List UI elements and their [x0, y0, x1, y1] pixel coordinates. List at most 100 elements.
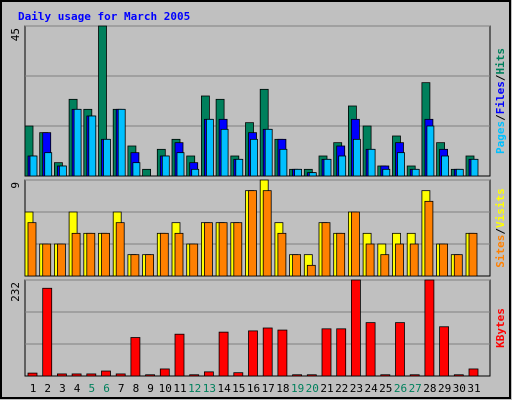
bar: [468, 368, 479, 377]
bar: [161, 155, 170, 177]
bar: [306, 264, 316, 277]
x-tick-label: 24: [364, 382, 378, 395]
bar: [294, 168, 303, 177]
legend-entry: Visits: [494, 188, 507, 228]
chart-title: Daily usage for March 2005: [18, 10, 190, 23]
x-tick-label: 10: [159, 382, 172, 395]
x-tick-label: 27: [409, 382, 422, 395]
bar: [71, 373, 82, 377]
bar: [409, 374, 420, 377]
x-tick-label: 23: [350, 382, 363, 395]
bar: [336, 232, 346, 277]
bar: [218, 222, 228, 277]
legend-entry: Pages: [494, 121, 507, 154]
bar: [382, 168, 391, 177]
bar: [130, 254, 140, 277]
bar: [189, 374, 200, 377]
bar: [235, 158, 244, 177]
bar: [409, 243, 419, 277]
bar: [220, 128, 229, 177]
bar: [306, 374, 317, 377]
bar: [142, 168, 152, 177]
x-tick-label: 13: [203, 382, 216, 395]
bar: [439, 326, 450, 377]
bar: [470, 158, 479, 177]
bar: [115, 222, 125, 277]
bar: [203, 222, 213, 277]
bar: [103, 138, 111, 177]
bar: [277, 232, 287, 277]
x-tick-label: 5: [88, 382, 95, 395]
bar: [101, 370, 111, 377]
legend-entry: Files: [494, 81, 507, 114]
bar: [453, 374, 464, 377]
bar: [29, 155, 38, 177]
legend: Pages/Files/Hits: [494, 48, 507, 154]
bar: [321, 328, 332, 377]
bar: [42, 287, 53, 377]
bar: [395, 243, 404, 277]
bar: [424, 279, 435, 377]
bar: [468, 232, 478, 277]
bar: [264, 128, 273, 177]
bar: [233, 222, 243, 277]
bar: [73, 108, 82, 177]
x-tick-label: 31: [467, 382, 480, 395]
bar: [233, 372, 244, 377]
bar: [453, 254, 463, 277]
y-tick-label: 232: [9, 282, 22, 302]
bar: [397, 152, 405, 177]
x-tick-label: 19: [291, 382, 304, 395]
x-tick-label: 3: [59, 382, 66, 395]
x-tick-label: 9: [147, 382, 154, 395]
bar: [455, 168, 464, 177]
bar: [277, 329, 288, 377]
x-tick-label: 20: [306, 382, 319, 395]
bar: [323, 158, 332, 177]
bar: [159, 232, 169, 277]
bar: [380, 374, 391, 377]
bar: [426, 125, 435, 177]
bar: [27, 222, 37, 277]
bar: [176, 152, 185, 177]
bar: [145, 254, 155, 277]
bar: [365, 322, 376, 377]
bar: [159, 368, 170, 377]
legend-entry: KBytes: [494, 308, 507, 348]
x-tick-label: 11: [173, 382, 186, 395]
x-tick-label: 8: [133, 382, 140, 395]
x-tick-label: 26: [394, 382, 407, 395]
bar: [279, 148, 288, 177]
bar: [411, 168, 420, 177]
x-tick-label: 4: [74, 382, 81, 395]
bar: [395, 322, 405, 377]
x-tick-label: 17: [262, 382, 275, 395]
bar: [380, 254, 390, 277]
x-tick-label: 29: [438, 382, 451, 395]
legend-separator: /: [494, 228, 507, 235]
x-tick-label: 12: [188, 382, 201, 395]
x-tick-label: 7: [118, 382, 125, 395]
bar: [441, 155, 450, 177]
legend-entry: Sites: [494, 235, 507, 268]
legend-entry: Hits: [494, 48, 507, 75]
x-tick-label: 2: [44, 382, 51, 395]
x-tick-label: 22: [335, 382, 348, 395]
bar: [292, 254, 302, 277]
bar: [117, 108, 126, 177]
bar: [27, 372, 38, 377]
bar: [88, 115, 97, 177]
legend-separator: /: [494, 74, 507, 81]
bar: [174, 333, 185, 377]
bar: [42, 243, 52, 277]
bar: [57, 373, 67, 377]
bar: [86, 232, 96, 277]
bar: [218, 331, 229, 377]
bar: [439, 243, 449, 277]
x-tick-label: 25: [379, 382, 392, 395]
bar: [203, 371, 214, 377]
bar: [248, 330, 258, 377]
bar: [350, 211, 360, 277]
x-tick-label: 6: [103, 382, 110, 395]
